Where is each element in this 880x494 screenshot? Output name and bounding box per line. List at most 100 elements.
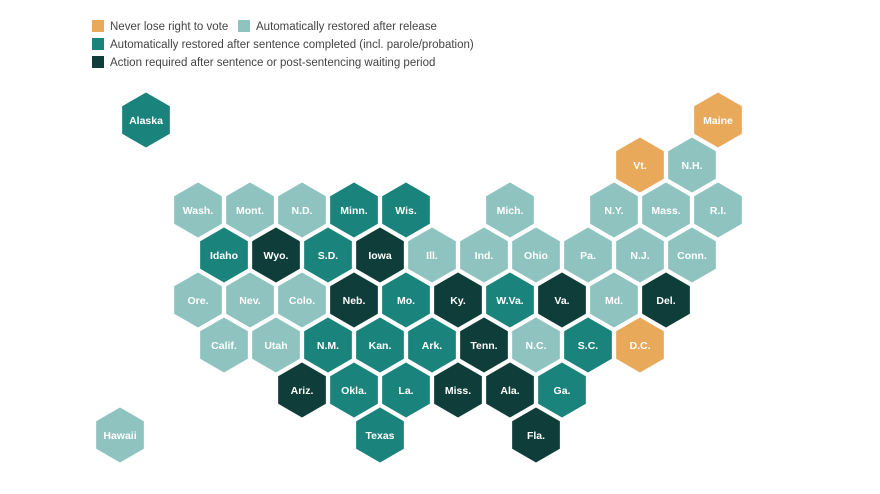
state-hex: [301, 314, 355, 376]
state: Wash.: [171, 179, 225, 241]
state-label: Vt.: [633, 160, 647, 172]
state-label: Va.: [554, 295, 569, 307]
state-label: Neb.: [343, 295, 366, 307]
legend-swatch: [92, 38, 104, 50]
state: Calif.: [197, 314, 251, 376]
state: Iowa: [353, 224, 407, 286]
legend-label: Never lose right to vote: [110, 21, 228, 33]
state: Alaska: [119, 89, 173, 151]
state: Md.: [587, 269, 641, 331]
state: N.H.: [665, 134, 719, 196]
state: Texas: [353, 404, 407, 466]
state: N.M.: [301, 314, 355, 376]
state: Mass.: [639, 179, 693, 241]
state-label: Ill.: [426, 250, 438, 262]
state-label: Iowa: [368, 250, 391, 262]
state-hex: [613, 224, 667, 286]
state: Hawaii: [93, 404, 147, 466]
state: W.Va.: [483, 269, 537, 331]
state: Del.: [639, 269, 693, 331]
state-label: N.J.: [630, 250, 649, 262]
state-hex: [405, 314, 459, 376]
state-hex: [431, 359, 485, 421]
state-hex: [353, 314, 407, 376]
state-hex: [665, 134, 719, 196]
legend-swatch: [238, 20, 250, 32]
state: Ohio: [509, 224, 563, 286]
state: Ala.: [483, 359, 537, 421]
legend-swatch: [92, 20, 104, 32]
state-label: Mich.: [497, 205, 524, 217]
state-label: Ore.: [187, 295, 208, 307]
state: Mo.: [379, 269, 433, 331]
state: Kan.: [353, 314, 407, 376]
state: Neb.: [327, 269, 381, 331]
legend-label: Automatically restored after sentence co…: [110, 39, 474, 51]
state-label: R.I.: [710, 205, 726, 217]
legend-label: Automatically restored after release: [256, 21, 437, 33]
state: S.C.: [561, 314, 615, 376]
state-label: Okla.: [341, 385, 367, 397]
state: Colo.: [275, 269, 329, 331]
state: Pa.: [561, 224, 615, 286]
state: N.D.: [275, 179, 329, 241]
state-label: La.: [398, 385, 413, 397]
state: Utah: [249, 314, 303, 376]
state-label: W.Va.: [496, 295, 524, 307]
legend-swatch: [92, 56, 104, 68]
state: Miss.: [431, 359, 485, 421]
state: Nev.: [223, 269, 277, 331]
state-label: Miss.: [445, 385, 471, 397]
state-label: N.M.: [317, 340, 339, 352]
state-label: Ky.: [450, 295, 466, 307]
state-hex: [561, 224, 615, 286]
state-label: N.D.: [292, 205, 313, 217]
state: Minn.: [327, 179, 381, 241]
state-label: Hawaii: [103, 430, 136, 442]
state: Wis.: [379, 179, 433, 241]
state-hex: [535, 359, 589, 421]
state-hex: [379, 179, 433, 241]
state: Ariz.: [275, 359, 329, 421]
state-hex: [483, 179, 537, 241]
state: Conn.: [665, 224, 719, 286]
state-hex: [691, 179, 745, 241]
state-hex: [509, 314, 563, 376]
state-hex: [93, 404, 147, 466]
state-label: Wash.: [183, 205, 214, 217]
state-hex: [665, 224, 719, 286]
state: Wyo.: [249, 224, 303, 286]
state-hex: [275, 179, 329, 241]
state-hex: [535, 269, 589, 331]
state-label: Colo.: [289, 295, 315, 307]
state: Ga.: [535, 359, 589, 421]
state-label: D.C.: [630, 340, 651, 352]
state-hex: [587, 179, 641, 241]
state-hex: [327, 269, 381, 331]
state: N.Y.: [587, 179, 641, 241]
state: La.: [379, 359, 433, 421]
state: N.J.: [613, 224, 667, 286]
state-hex: [561, 314, 615, 376]
state-hex: [613, 134, 667, 196]
state-label: Mass.: [651, 205, 680, 217]
state: Tenn.: [457, 314, 511, 376]
state-hex: [327, 359, 381, 421]
state-label: Conn.: [677, 250, 707, 262]
state-hex: [223, 179, 277, 241]
state-label: Idaho: [210, 250, 238, 262]
state-hex: [223, 269, 277, 331]
state-label: Texas: [366, 430, 395, 442]
state-hex: [457, 224, 511, 286]
state: N.C.: [509, 314, 563, 376]
state-label: Maine: [703, 115, 733, 127]
state-hex: [639, 269, 693, 331]
state: Va.: [535, 269, 589, 331]
state-label: Ark.: [422, 340, 443, 352]
state-label: Fla.: [527, 430, 545, 442]
state: Idaho: [197, 224, 251, 286]
state-hex: [119, 89, 173, 151]
state-label: S.C.: [578, 340, 599, 352]
state-hex: [171, 179, 225, 241]
